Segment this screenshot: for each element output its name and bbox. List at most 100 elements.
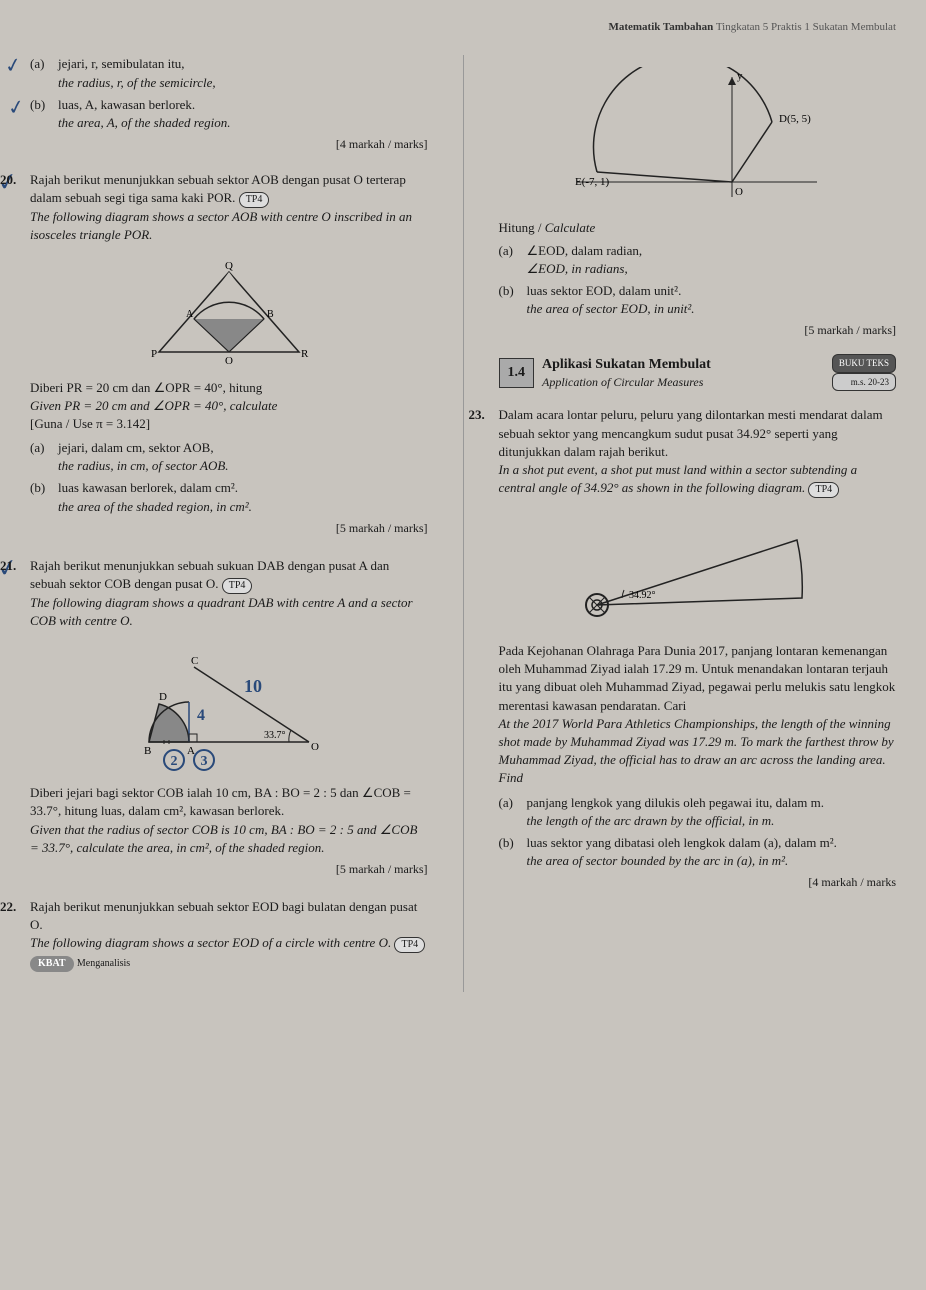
q20-a2: the radius, in cm, of sector AOB. <box>58 458 229 473</box>
svg-text:B: B <box>144 745 151 757</box>
q22-a: (a) ∠EOD, dalam radian, ∠EOD, in radians… <box>499 242 897 278</box>
svg-text:Q: Q <box>225 260 233 272</box>
q21-marks: [5 markah / marks] <box>30 861 428 878</box>
q22-para1: Rajah berikut menunjukkan sebuah sektor … <box>30 899 417 932</box>
q20-b: (b) luas kawasan berlorek, dalam cm². th… <box>30 479 428 515</box>
q22-marks: [5 markah / marks] <box>499 322 897 339</box>
q23-para3: Pada Kejohanan Olahraga Para Dunia 2017,… <box>499 643 896 713</box>
q23-a1: panjang lengkok yang dilukis oleh pegawa… <box>527 795 825 810</box>
q23-a: (a) panjang lengkok yang dilukis oleh pe… <box>499 794 897 830</box>
header-title-bold: Matematik Tambahan <box>608 21 713 33</box>
svg-text:D(5, 5): D(5, 5) <box>779 113 811 125</box>
section-number: 1.4 <box>499 358 535 388</box>
q22-calculate: Hitung / Calculate (a) ∠EOD, dalam radia… <box>499 219 897 339</box>
svg-text:2: 2 <box>170 754 177 769</box>
svg-text:A: A <box>187 745 195 757</box>
label-b: (b) <box>30 96 45 114</box>
q22-b-label: (b) <box>499 282 514 300</box>
q20-a-label: (a) <box>30 439 44 457</box>
header-title-rest: Tingkatan 5 Praktis 1 Sukatan Membulat <box>716 21 896 33</box>
menganalisis-label: Menganalisis <box>77 958 130 969</box>
page-header: Matematik Tambahan Tingkatan 5 Praktis 1… <box>30 20 896 35</box>
svg-text:y: y <box>737 70 743 82</box>
q20-para2: The following diagram shows a sector AOB… <box>30 209 412 242</box>
item-b-line1: luas, A, kawasan berlorek. <box>58 97 195 112</box>
q22-a1: ∠EOD, dalam radian, <box>527 243 643 258</box>
q23-a-label: (a) <box>499 794 513 812</box>
q21-number: 21. <box>0 557 16 575</box>
section-title: Aplikasi Sukatan Membulat <box>542 355 711 375</box>
svg-text:4: 4 <box>197 707 205 724</box>
question-23: 23. Dalam acara lontar peluru, peluru ya… <box>499 406 897 891</box>
q23-b-label: (b) <box>499 834 514 852</box>
q22-b2: the area of sector EOD, in unit². <box>527 301 695 316</box>
kbat-badge: KBAT <box>30 956 74 972</box>
main-columns: ✓ (a) jejari, r, semibulatan itu, the ra… <box>30 55 896 992</box>
column-divider <box>463 55 464 992</box>
q21-diagram: 33.7° B A O C D 10 4 2 3 <box>30 642 428 772</box>
q23-b: (b) luas sektor yang dibatasi oleh lengk… <box>499 834 897 870</box>
checkmark-icon: ✓ <box>6 93 27 123</box>
item-b: ✓ (b) luas, A, kawasan berlorek. the are… <box>30 96 428 132</box>
item-b-line2: the area, A, of the shaded region. <box>58 115 230 130</box>
q23-b1: luas sektor yang dibatasi oleh lengkok d… <box>527 835 837 850</box>
label-a: (a) <box>30 55 44 73</box>
q20-a: (a) jejari, dalam cm, sektor AOB, the ra… <box>30 439 428 475</box>
q21-given2: Given that the radius of sector COB is 1… <box>30 822 417 855</box>
calc-label: Hitung / Calculate <box>499 220 596 235</box>
svg-text:O: O <box>225 355 233 367</box>
q22-b1: luas sektor EOD, dalam unit². <box>527 283 682 298</box>
q20-b2: the area of the shaded region, in cm². <box>58 499 252 514</box>
svg-text:B: B <box>267 309 274 320</box>
q22-a2: ∠EOD, in radians, <box>527 261 628 276</box>
section-badges: BUKU TEKS m.s. 20-23 <box>832 354 896 391</box>
svg-text:C: C <box>191 655 198 667</box>
tp-badge: TP4 <box>222 578 253 594</box>
page-range-badge: m.s. 20-23 <box>832 373 896 392</box>
item-a-line2: the radius, r, of the semicircle, <box>58 75 216 90</box>
tp-badge: TP4 <box>394 937 425 953</box>
q23-number: 23. <box>469 406 485 424</box>
q23-para4: At the 2017 World Para Athletics Champio… <box>499 716 894 786</box>
svg-text:R: R <box>301 348 309 360</box>
svg-text:3: 3 <box>200 754 207 769</box>
svg-text:33.7°: 33.7° <box>264 730 286 741</box>
tp-badge: TP4 <box>808 482 839 498</box>
section-subtitle: Application of Circular Measures <box>542 374 711 391</box>
section-titles: Aplikasi Sukatan Membulat Application of… <box>542 355 711 391</box>
q20-given2: Given PR = 20 cm and ∠OPR = 40°, calcula… <box>30 398 277 413</box>
q21-given1: Diberi jejari bagi sektor COB ialah 10 c… <box>30 785 411 818</box>
svg-text:E(-7, 1): E(-7, 1) <box>575 176 610 188</box>
q20-diagram: Q P R O A B <box>30 257 428 367</box>
q22-number: 22. <box>0 898 16 916</box>
q23-diagram: 34.92° <box>499 510 897 630</box>
svg-text:A: A <box>186 309 194 320</box>
marks-19: [4 markah / marks] <box>30 136 428 153</box>
q20-a1: jejari, dalam cm, sektor AOB, <box>58 440 214 455</box>
q22-a-label: (a) <box>499 242 513 260</box>
svg-text:10: 10 <box>244 676 262 696</box>
q21-para1: Rajah berikut menunjukkan sebuah sukuan … <box>30 558 389 591</box>
svg-text:D: D <box>159 691 167 703</box>
buku-teks-badge: BUKU TEKS <box>832 354 896 373</box>
q22-para2: The following diagram shows a sector EOD… <box>30 935 391 950</box>
item-a: ✓ (a) jejari, r, semibulatan itu, the ra… <box>30 55 428 91</box>
q20-number: 20. <box>0 171 16 189</box>
question-20: ✓ 20. Rajah berikut menunjukkan sebuah s… <box>30 171 428 537</box>
q20-use: [Guna / Use π = 3.142] <box>30 416 150 431</box>
question-21: ✓ 21. Rajah berikut menunjukkan sebuah s… <box>30 557 428 878</box>
q20-para1: Rajah berikut menunjukkan sebuah sektor … <box>30 172 406 205</box>
question-22: 22. Rajah berikut menunjukkan sebuah sek… <box>30 898 428 972</box>
tp-badge: TP4 <box>239 192 270 208</box>
q20-given1: Diberi PR = 20 cm dan ∠OPR = 40°, hitung <box>30 380 262 395</box>
svg-text:O: O <box>735 186 743 198</box>
svg-text:O: O <box>311 741 319 753</box>
section-1-4: 1.4 Aplikasi Sukatan Membulat Applicatio… <box>499 354 897 391</box>
q22-b: (b) luas sektor EOD, dalam unit². the ar… <box>499 282 897 318</box>
q23-para2: In a shot put event, a shot put must lan… <box>499 462 858 495</box>
right-column: y D(5, 5) E(-7, 1) O Hitung / Calculate … <box>499 55 897 992</box>
item-a-line1: jejari, r, semibulatan itu, <box>58 56 185 71</box>
q23-b2: the area of sector bounded by the arc in… <box>527 853 789 868</box>
q22-diagram: y D(5, 5) E(-7, 1) O <box>499 67 897 207</box>
q20-marks: [5 markah / marks] <box>30 520 428 537</box>
